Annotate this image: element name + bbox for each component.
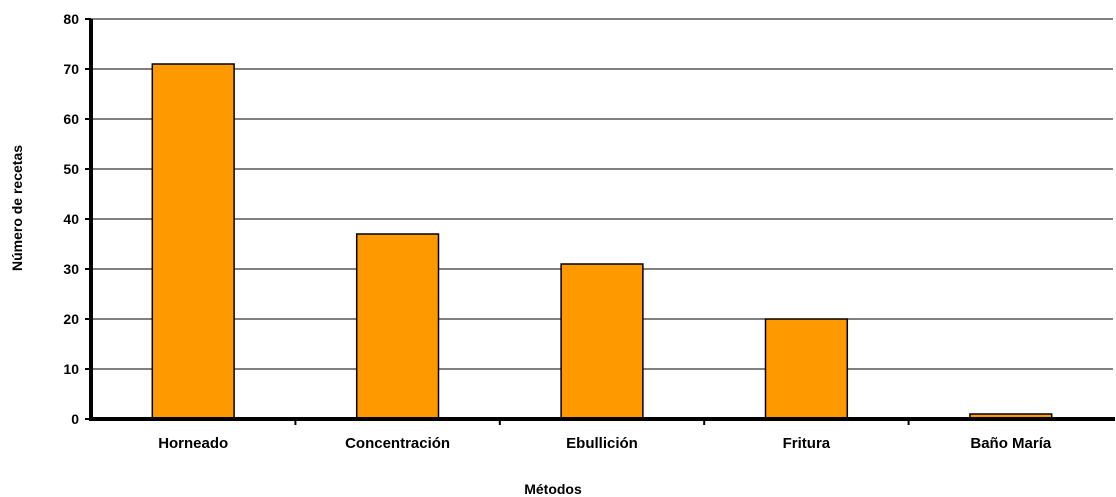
bar-1: [355, 233, 440, 420]
x-tick-label-2: Ebullición: [566, 435, 638, 452]
y-tick-label-60: 60: [63, 111, 79, 127]
x-tick-label-3: Fritura: [783, 435, 831, 452]
x-tick-label-0: Horneado: [158, 435, 228, 452]
y-tick-label-50: 50: [63, 161, 79, 177]
x-tick-label-1: Concentración: [345, 435, 450, 452]
y-tick-label-10: 10: [63, 361, 79, 377]
bar-3: [764, 318, 849, 420]
y-tick-label-20: 20: [63, 311, 79, 327]
y-tick-label-40: 40: [63, 211, 79, 227]
bar-0: [151, 63, 235, 420]
axes: [85, 18, 1115, 425]
y-tick-label-0: 0: [71, 411, 79, 427]
x-axis-title: Métodos: [524, 481, 582, 497]
labels: Horneado Concentración Ebullición Fritura Ba…: [63, 11, 1051, 452]
y-tick-label-80: 80: [63, 11, 79, 27]
y-tick-label-70: 70: [63, 61, 79, 77]
y-axis-title: Número de recetas: [9, 145, 25, 271]
bar-2: [560, 263, 644, 420]
bars: [151, 63, 1053, 420]
y-tick-label-30: 30: [63, 261, 79, 277]
x-tick-label-4: Baño María: [970, 435, 1052, 452]
